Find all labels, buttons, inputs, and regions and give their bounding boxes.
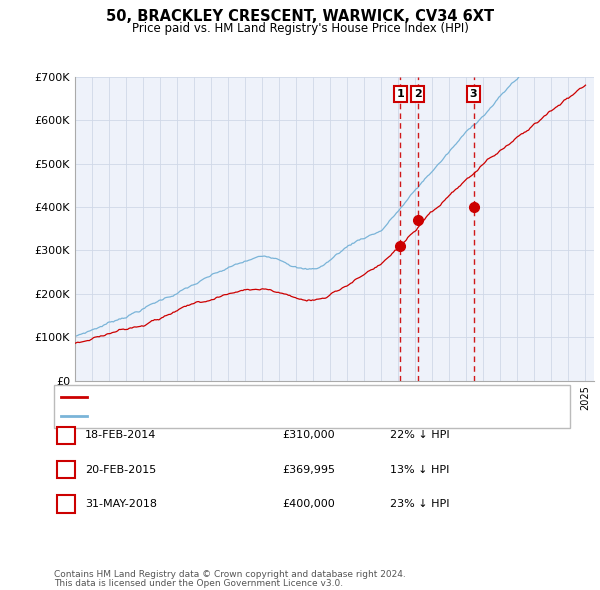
Text: 2: 2 (413, 89, 421, 99)
Text: This data is licensed under the Open Government Licence v3.0.: This data is licensed under the Open Gov… (54, 579, 343, 588)
Text: 50, BRACKLEY CRESCENT, WARWICK, CV34 6XT (detached house): 50, BRACKLEY CRESCENT, WARWICK, CV34 6XT… (91, 392, 433, 402)
Text: 20-FEB-2015: 20-FEB-2015 (85, 465, 157, 474)
Text: 23% ↓ HPI: 23% ↓ HPI (390, 499, 449, 509)
Text: 13% ↓ HPI: 13% ↓ HPI (390, 465, 449, 474)
Text: 50, BRACKLEY CRESCENT, WARWICK, CV34 6XT: 50, BRACKLEY CRESCENT, WARWICK, CV34 6XT (106, 9, 494, 24)
Text: £369,995: £369,995 (282, 465, 335, 474)
Text: £310,000: £310,000 (282, 431, 335, 440)
Text: 3: 3 (62, 497, 70, 510)
Text: 18-FEB-2014: 18-FEB-2014 (85, 431, 157, 440)
Text: Price paid vs. HM Land Registry's House Price Index (HPI): Price paid vs. HM Land Registry's House … (131, 22, 469, 35)
Text: Contains HM Land Registry data © Crown copyright and database right 2024.: Contains HM Land Registry data © Crown c… (54, 571, 406, 579)
Text: 1: 1 (397, 89, 404, 99)
Text: 22% ↓ HPI: 22% ↓ HPI (390, 431, 449, 440)
Text: 2: 2 (62, 463, 70, 476)
Text: 3: 3 (470, 89, 478, 99)
Text: HPI: Average price, detached house, Warwick: HPI: Average price, detached house, Warw… (91, 411, 328, 421)
Text: 31-MAY-2018: 31-MAY-2018 (85, 499, 157, 509)
Text: £400,000: £400,000 (282, 499, 335, 509)
Text: 1: 1 (62, 429, 70, 442)
